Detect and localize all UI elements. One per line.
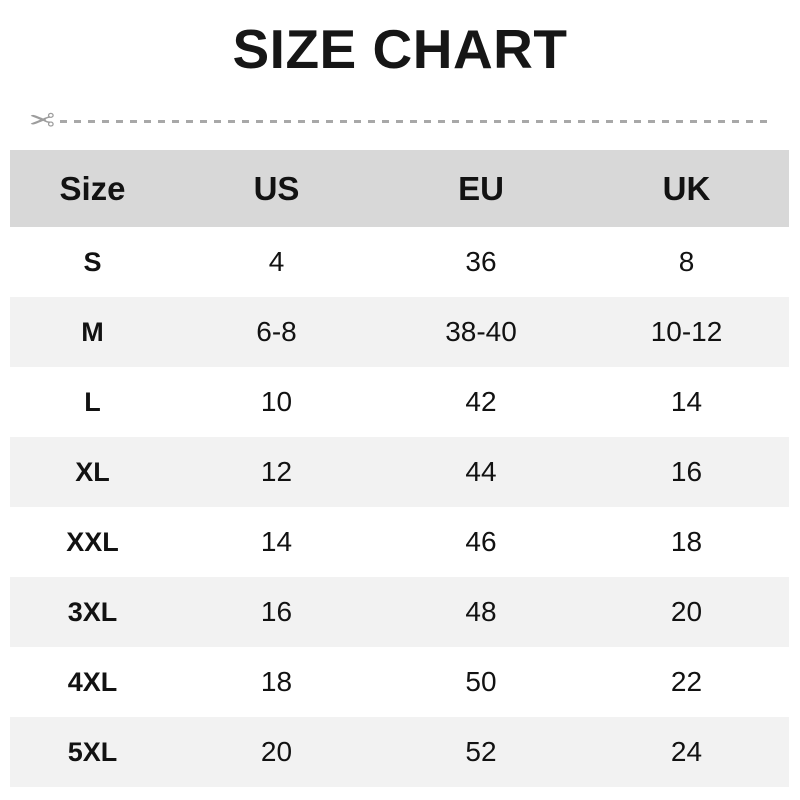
- cell-eu: 36: [465, 246, 497, 277]
- cell-us: 6-8: [256, 316, 297, 347]
- cell-uk: 16: [670, 456, 703, 487]
- cell-size: 3XL: [67, 596, 118, 627]
- cell-uk: 14: [670, 386, 703, 417]
- cell-uk: 20: [670, 596, 703, 627]
- cell-size: 4XL: [67, 666, 118, 697]
- column-header-us: US: [253, 169, 300, 207]
- cell-uk: 8: [678, 246, 695, 277]
- cell-us: 12: [260, 456, 293, 487]
- cell-us: 14: [260, 526, 293, 557]
- dashed-divider: [60, 120, 772, 123]
- page-title: SIZE CHART: [232, 18, 568, 80]
- cell-size: XXL: [66, 526, 119, 557]
- cell-eu: 52: [465, 736, 497, 767]
- table-row: XXL 14 46 18: [10, 507, 789, 577]
- cell-us: 18: [260, 666, 293, 697]
- cell-eu: 38-40: [445, 316, 517, 347]
- table-header-row: Size US EU UK: [10, 150, 789, 227]
- table-row: S 4 36 8: [10, 227, 789, 297]
- cell-eu: 50: [465, 666, 497, 697]
- column-header-size: Size: [59, 169, 126, 207]
- table-row: XL 12 44 16: [10, 437, 789, 507]
- cell-us: 10: [260, 386, 293, 417]
- cell-uk: 10-12: [650, 316, 723, 347]
- cell-us: 16: [260, 596, 293, 627]
- cell-us: 20: [260, 736, 293, 767]
- scissors-icon: ✂: [29, 103, 55, 139]
- cell-size: L: [84, 386, 101, 417]
- cell-size: M: [81, 316, 104, 347]
- cell-uk: 24: [670, 736, 703, 767]
- size-chart-table: Size US EU UK S 4 36 8 M 6-8 38-40 10-12…: [10, 150, 789, 787]
- cell-size: S: [83, 246, 102, 277]
- cell-size: XL: [75, 456, 110, 487]
- cut-here-line: ✂: [22, 103, 778, 139]
- cell-eu: 46: [465, 526, 497, 557]
- table-row: 3XL 16 48 20: [10, 577, 789, 647]
- table-row: 4XL 18 50 22: [10, 647, 789, 717]
- column-header-eu: EU: [458, 169, 504, 207]
- column-header-uk: UK: [662, 169, 711, 207]
- table-row: M 6-8 38-40 10-12: [10, 297, 789, 367]
- table-header: Size US EU UK: [10, 150, 789, 227]
- cell-size: 5XL: [67, 736, 118, 767]
- table-body: S 4 36 8 M 6-8 38-40 10-12 L 10 42 14 XL…: [10, 227, 789, 787]
- cell-us: 4: [268, 246, 285, 277]
- table-row: L 10 42 14: [10, 367, 789, 437]
- cell-eu: 48: [465, 596, 497, 627]
- cell-eu: 42: [465, 386, 497, 417]
- page-title-container: SIZE CHART: [0, 22, 800, 77]
- cell-uk: 18: [670, 526, 703, 557]
- table-row: 5XL 20 52 24: [10, 717, 789, 787]
- cell-eu: 44: [465, 456, 497, 487]
- cell-uk: 22: [670, 666, 703, 697]
